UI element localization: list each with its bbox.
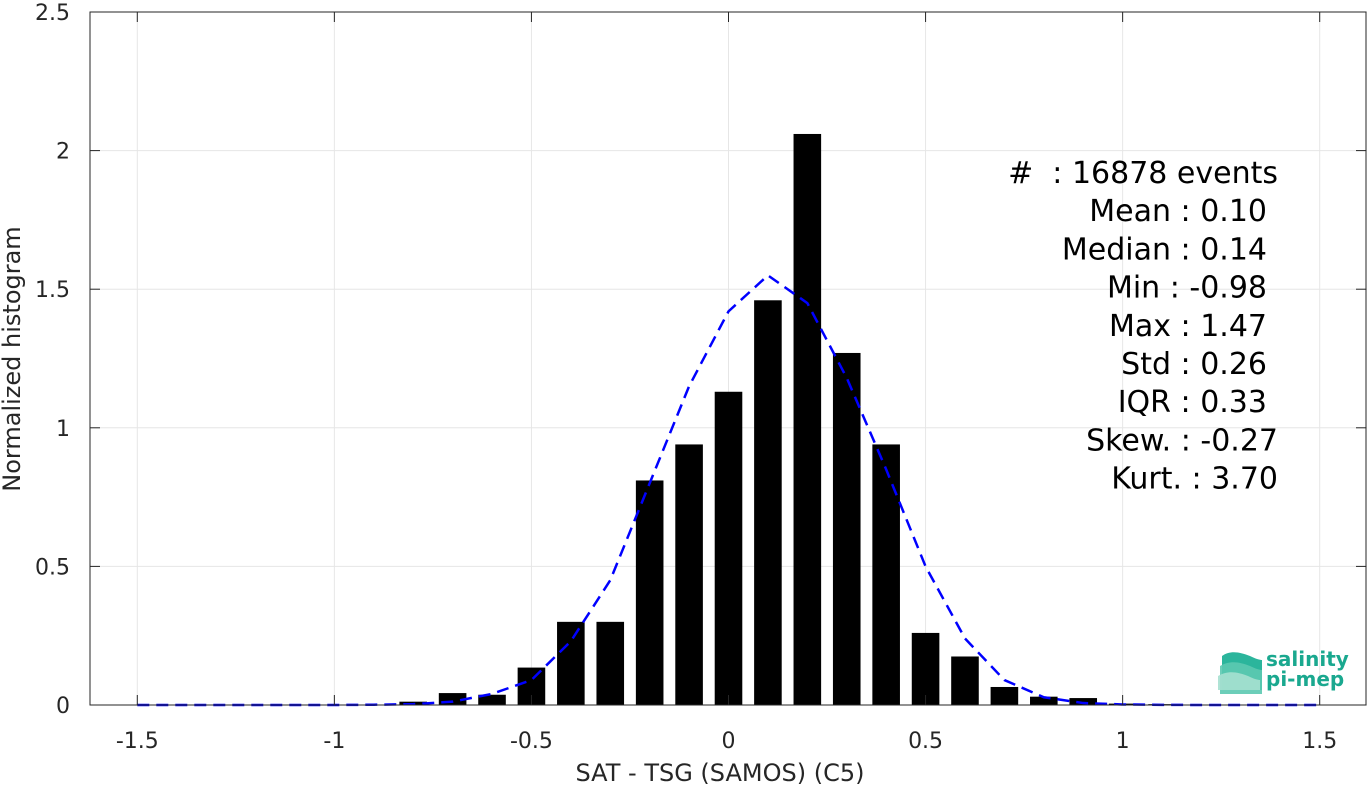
histogram-bar <box>714 391 743 705</box>
y-tick-label: 2.5 <box>35 1 70 26</box>
x-tick-label: 0 <box>722 729 736 754</box>
x-tick-label: -0.5 <box>510 729 553 754</box>
histogram-bar <box>832 352 861 705</box>
x-tick-label: -1 <box>323 729 345 754</box>
histogram-bar <box>478 694 506 705</box>
x-tick-label: 0.5 <box>908 729 943 754</box>
x-tick-label: 1.5 <box>1302 729 1337 754</box>
axis-ticks <box>90 11 1366 706</box>
histogram-bar <box>675 444 703 705</box>
stats-line: # : 16878 events <box>1008 156 1278 191</box>
y-tick-label: 0.5 <box>35 555 70 580</box>
histogram-bar <box>951 656 979 705</box>
histogram-bar <box>911 632 940 705</box>
stats-line: Std : 0.26 <box>1121 347 1267 382</box>
x-tick-label: -1.5 <box>116 729 159 754</box>
x-tick-label: 1 <box>1116 729 1130 754</box>
stats-line: IQR : 0.33 <box>1118 385 1267 420</box>
histogram-bars <box>399 133 1176 705</box>
salinity-pi-mep-logo: salinity pi-mep <box>1218 647 1349 694</box>
logo-text-pi-mep: pi-mep <box>1266 667 1344 691</box>
y-tick-label: 0 <box>56 694 70 719</box>
histogram-bar <box>1030 696 1058 705</box>
y-tick-labels: 0 0.5 1 1.5 2 2.5 <box>35 1 70 719</box>
y-tick-label: 1.5 <box>35 278 70 303</box>
x-tick-labels: -1.5 -1 -0.5 0 0.5 1 1.5 <box>116 729 1337 754</box>
stats-line: Min : -0.98 <box>1107 271 1267 306</box>
histogram-bar <box>1069 698 1098 705</box>
y-tick-label: 2 <box>56 140 70 165</box>
y-axis-label: Normalized histogram <box>0 226 26 491</box>
stats-line: Kurt. : 3.70 <box>1111 462 1278 497</box>
x-axis-label: SAT - TSG (SAMOS) (C5) <box>576 759 865 785</box>
histogram-bar <box>596 621 625 705</box>
histogram-bar <box>990 686 1019 705</box>
histogram-bar <box>635 480 664 705</box>
y-tick-label: 1 <box>56 417 70 442</box>
histogram-bar <box>438 693 467 705</box>
histogram-bar <box>754 300 782 705</box>
histogram-bar <box>793 133 822 705</box>
stats-line: Skew. : -0.27 <box>1086 423 1278 458</box>
stats-line: Mean : 0.10 <box>1089 194 1267 229</box>
stats-line: Max : 1.47 <box>1109 309 1267 344</box>
histogram-bar <box>872 444 900 705</box>
logo-text-salinity: salinity <box>1266 647 1349 671</box>
stats-line: Median : 0.14 <box>1062 232 1267 267</box>
logo-waves-icon <box>1218 652 1262 694</box>
histogram-bar <box>557 621 585 705</box>
